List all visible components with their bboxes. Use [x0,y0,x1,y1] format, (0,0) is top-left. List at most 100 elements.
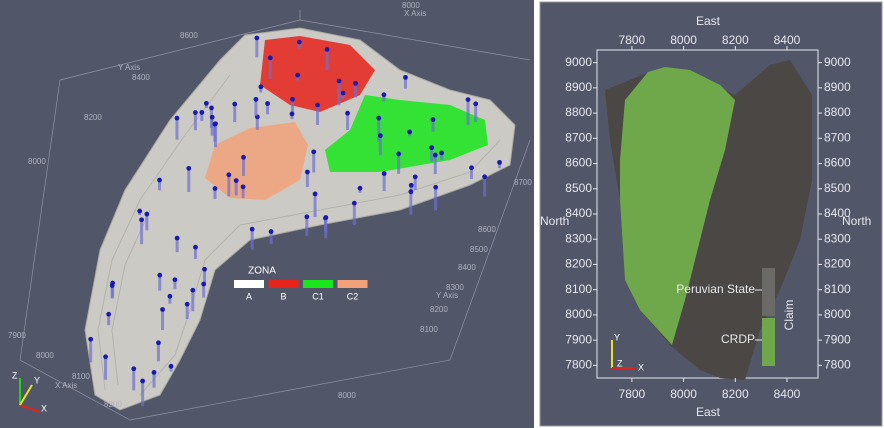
y-tick-label: 8400 [824,206,851,220]
axis-label: 8700 [514,178,532,187]
drillhole [255,37,259,58]
drillhole [158,275,162,291]
axis-label: 8000 [402,1,420,10]
drillhole [213,188,217,200]
crdp-area [620,67,735,345]
drillhole [233,104,237,123]
drillhole [145,214,149,231]
drillhole [352,203,356,225]
y-tick-label: 9000 [565,55,592,69]
drillhole [290,99,294,114]
axis-label: 8100 [420,325,438,334]
orientation-triad: Y Z X [611,332,644,372]
y-tick-label: 8900 [565,80,592,94]
zone-c1 [325,95,488,172]
legend-label: C1 [312,291,324,301]
drillhole [227,174,231,197]
drillhole [175,238,179,253]
drillhole-collar [469,165,474,171]
right-axes: 7800 7800 8000 8000 8200 8200 8400 8400 7800 7800… [565,33,851,401]
axis-label: 8000 [36,351,54,360]
drillhole [175,118,179,140]
drillhole-collar [212,186,218,191]
axis-label: Y Axis [118,63,140,72]
axis-label: 8200 [430,305,448,314]
drillhole-collar [201,281,207,287]
x-tick-label: 8200 [722,387,749,401]
axis-label: 8100 [72,372,90,381]
legend-label: A [246,291,252,301]
drillhole [337,80,341,106]
drillhole-collar [311,149,317,155]
y-tick-label: 8800 [565,105,592,119]
axis-label: 8200 [104,400,122,409]
drillhole [341,93,345,99]
drillhole-collar [88,336,94,342]
drillhole-collar [312,191,318,197]
drillhole-collar [408,182,414,188]
drillhole-collar [267,55,273,61]
drillhole-collar [172,277,178,283]
drillhole-collar [353,80,358,86]
drillhole [202,284,206,298]
y-tick-label: 8200 [565,257,592,271]
legend-swatch [268,280,299,288]
drillhole-collar [290,96,295,102]
drillhole [403,77,407,89]
y-tick-label: 7800 [565,358,592,372]
drillhole-collar [167,293,173,299]
drillhole [409,191,413,215]
drillhole-collar [233,178,239,183]
drillhole [354,83,358,98]
drillhole-collar [433,184,439,190]
drillhole [296,75,300,81]
drillhole [173,279,177,290]
drillhole [158,180,162,191]
y-tick-label: 8600 [565,156,592,170]
drillhole-collar [482,174,488,180]
zone-c2 [205,122,308,200]
drillholes [88,35,502,407]
drillhole [200,112,204,122]
drillhole-collar [377,133,383,138]
axis-label: 7900 [8,331,26,340]
axis-label: Y Axis [436,291,458,300]
drillhole [290,113,294,120]
y-tick-label: 8700 [824,130,851,144]
drillhole [193,247,197,259]
triad-label: Y [614,332,620,342]
drillhole-collar [241,154,246,160]
drillhole-collar [289,111,295,117]
drillhole [254,99,258,117]
drillhole [346,113,350,130]
triad-label: X [638,362,644,372]
drillhole-collar [258,84,264,90]
y-tick-label: 8100 [824,282,851,296]
y-tick-label: 9000 [824,55,851,69]
y-tick-label: 8000 [565,307,592,321]
zone-b [260,36,375,112]
drillhole [378,135,382,156]
x-tick-label: 8000 [670,387,697,401]
drillhole [316,105,320,125]
drillhole-collar [396,151,402,157]
drillhole [141,381,145,407]
drillhole [203,269,207,286]
legend: A B C1 C2 [234,280,368,301]
legend-swatch [337,280,368,288]
drillhole-collar [192,110,198,115]
legend-title: ZONA [248,266,276,277]
y-tick-label: 8300 [824,231,851,245]
x-tick-label: 7800 [619,387,646,401]
drillhole [107,314,111,326]
drillhole [234,180,238,196]
drillhole [193,112,197,131]
drillhole [397,153,401,174]
x-tick-label: 8000 [670,33,697,47]
drillhole-collar [254,35,260,41]
drillhole-collar [232,101,238,107]
drillhole-collar [156,340,161,346]
drillhole-collar [324,46,330,52]
drillhole [305,172,309,187]
